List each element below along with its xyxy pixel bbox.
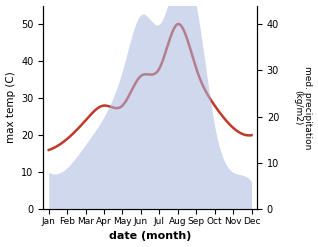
Y-axis label: med. precipitation
(kg/m2): med. precipitation (kg/m2) bbox=[293, 66, 313, 149]
Y-axis label: max temp (C): max temp (C) bbox=[5, 72, 16, 143]
X-axis label: date (month): date (month) bbox=[109, 231, 191, 242]
